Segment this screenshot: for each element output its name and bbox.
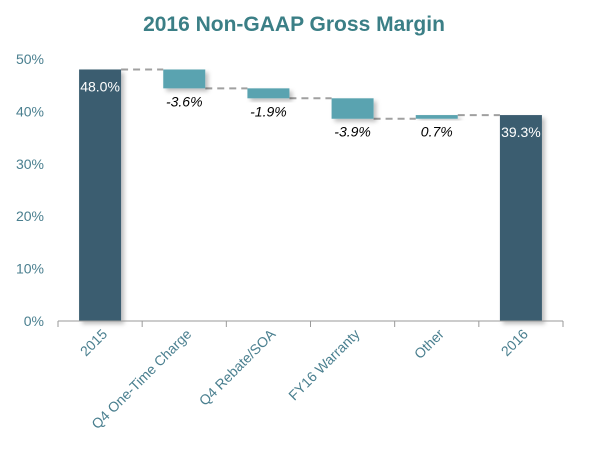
bars <box>79 69 542 322</box>
data-label: -3.9% <box>334 124 371 140</box>
y-tick-label: 0% <box>24 313 44 329</box>
y-tick-label: 50% <box>16 51 44 67</box>
data-label: 39.3% <box>501 124 541 140</box>
data-labels: 48.0% -3.6% -1.9% -3.9% 0.7% 39.3% <box>80 78 541 140</box>
bar-other <box>415 115 458 119</box>
bar-fy16-warranty <box>331 98 374 119</box>
data-label: 48.0% <box>80 78 120 94</box>
x-tick-label: Other <box>411 326 447 362</box>
bar-q4-rebate-soa <box>247 88 290 99</box>
bar-q4-one-time-charge <box>163 69 206 89</box>
x-tick-label: Q4 Rebate/SOA <box>196 325 279 408</box>
bar-2015 <box>79 69 122 321</box>
y-tick-label: 20% <box>16 208 44 224</box>
chart-title: 2016 Non-GAAP Gross Margin <box>143 13 445 36</box>
x-tick-label: 2016 <box>498 326 531 359</box>
data-label: 0.7% <box>421 124 453 140</box>
data-label: -1.9% <box>250 103 287 119</box>
y-axis: 0% 10% 20% 30% 40% 50% <box>16 51 44 329</box>
x-tick-label: FY16 Warranty <box>285 326 363 404</box>
bar-2016 <box>499 115 542 322</box>
y-tick-label: 30% <box>16 156 44 172</box>
y-tick-label: 10% <box>16 261 44 277</box>
x-tick-label: 2015 <box>77 326 110 359</box>
y-tick-label: 40% <box>16 103 44 119</box>
data-label: -3.6% <box>166 93 203 109</box>
